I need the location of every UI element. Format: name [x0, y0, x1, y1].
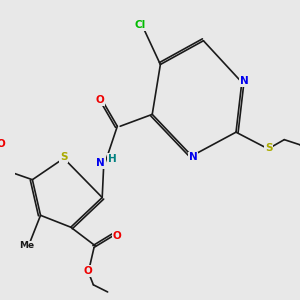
- Text: N: N: [96, 158, 105, 168]
- Text: S: S: [265, 142, 272, 153]
- Text: Me: Me: [19, 241, 34, 250]
- Text: N: N: [189, 152, 198, 162]
- Text: O: O: [113, 230, 122, 241]
- Text: Cl: Cl: [135, 20, 146, 30]
- Text: O: O: [0, 139, 5, 149]
- Text: N: N: [240, 76, 248, 86]
- Text: S: S: [60, 152, 68, 162]
- Text: H: H: [108, 154, 117, 164]
- Text: O: O: [95, 95, 104, 105]
- Text: O: O: [84, 266, 93, 276]
